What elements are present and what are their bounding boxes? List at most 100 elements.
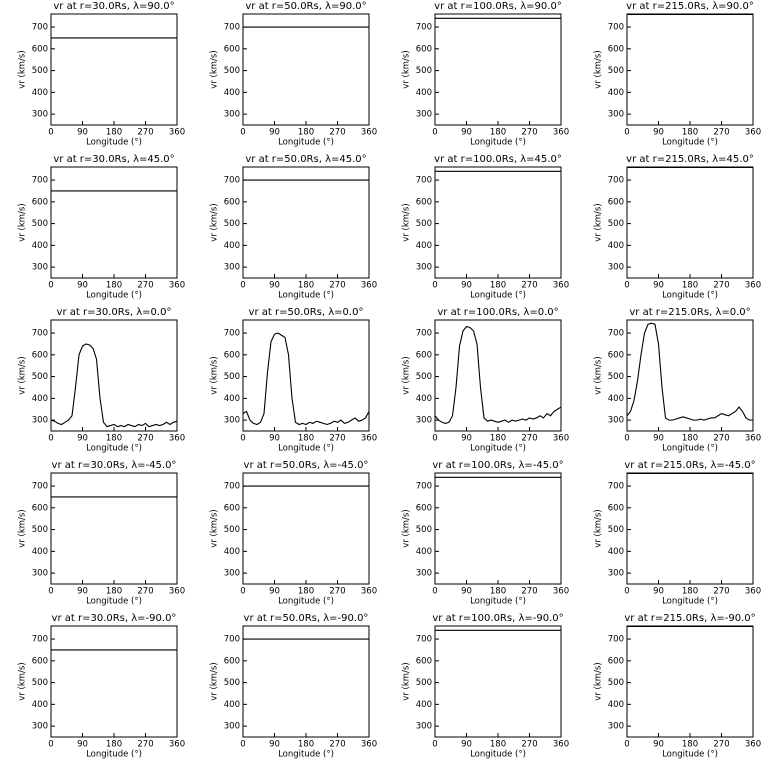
x-tick-label: 90 <box>461 740 472 750</box>
panel-title: vr at r=100.0Rs, λ=45.0° <box>434 154 562 165</box>
y-tick-label: 300 <box>32 569 48 579</box>
y-tick-label: 400 <box>32 88 48 98</box>
x-axis-label: Longitude (°) <box>662 138 718 148</box>
x-tick-label: 360 <box>553 281 569 291</box>
plot-frame <box>434 319 562 432</box>
x-axis-label: Longitude (°) <box>470 597 526 607</box>
x-tick-label: 90 <box>269 434 280 444</box>
y-tick-label: 600 <box>608 197 624 207</box>
y-tick-label: 400 <box>608 547 624 557</box>
y-axis-label: vr (km/s) <box>402 662 412 700</box>
panel: vr at r=30.0Rs, λ=0.0° 0 90 180 270 360 300 400… <box>18 307 186 454</box>
panel-title: vr at r=215.0Rs, λ=-90.0° <box>624 613 755 624</box>
x-tick-label: 180 <box>106 434 122 444</box>
y-tick-label: 300 <box>416 110 432 120</box>
panel: vr at r=50.0Rs, λ=-45.0° 0 90 180 270 360 300 4… <box>210 460 378 607</box>
plot-frame <box>50 319 178 432</box>
panel: vr at r=30.0Rs, λ=45.0° 0 90 180 270 360 300 40… <box>18 154 186 301</box>
x-tick-label: 90 <box>269 281 280 291</box>
y-tick-label: 400 <box>608 241 624 251</box>
x-tick-label: 270 <box>521 740 537 750</box>
y-tick-label: 400 <box>416 394 432 404</box>
panel: vr at r=50.0Rs, λ=90.0° 0 90 180 270 360 300 40… <box>210 1 378 148</box>
x-tick-label: 0 <box>240 587 245 597</box>
y-axis-label: vr (km/s) <box>594 509 604 547</box>
y-tick-label: 500 <box>32 219 48 229</box>
x-axis-label: Longitude (°) <box>662 597 718 607</box>
x-tick-label: 180 <box>298 434 314 444</box>
y-tick-label: 700 <box>416 482 432 492</box>
panel: vr at r=30.0Rs, λ=-45.0° 0 90 180 270 360 300 4… <box>18 460 186 607</box>
y-tick-label: 400 <box>608 88 624 98</box>
plot-frame <box>242 13 370 126</box>
x-tick-label: 270 <box>713 128 729 138</box>
x-tick-label: 270 <box>329 434 345 444</box>
y-tick-label: 600 <box>32 503 48 513</box>
y-tick-label: 700 <box>224 635 240 645</box>
x-tick-label: 0 <box>48 740 53 750</box>
x-tick-label: 90 <box>77 740 88 750</box>
panel-title: vr at r=30.0Rs, λ=-45.0° <box>52 460 177 471</box>
x-tick-label: 360 <box>553 434 569 444</box>
panel: vr at r=215.0Rs, λ=0.0° 0 90 180 270 360 300 40… <box>594 307 762 454</box>
x-axis-label: Longitude (°) <box>470 138 526 148</box>
y-tick-label: 700 <box>416 23 432 33</box>
y-axis-label: vr (km/s) <box>18 662 28 700</box>
x-tick-label: 0 <box>624 587 629 597</box>
y-tick-label: 600 <box>608 503 624 513</box>
plot-frame <box>242 166 370 279</box>
x-tick-label: 180 <box>298 281 314 291</box>
y-axis-label: vr (km/s) <box>18 203 28 241</box>
plot-frame <box>434 472 562 585</box>
y-axis-label: vr (km/s) <box>210 662 220 700</box>
x-axis-label: Longitude (°) <box>278 138 334 148</box>
y-tick-label: 400 <box>32 241 48 251</box>
x-tick-label: 0 <box>624 740 629 750</box>
y-tick-label: 700 <box>224 23 240 33</box>
x-tick-label: 0 <box>240 281 245 291</box>
panel: vr at r=100.0Rs, λ=45.0° 0 90 180 270 360 300 4… <box>402 154 570 301</box>
x-tick-label: 180 <box>106 281 122 291</box>
y-tick-label: 400 <box>224 394 240 404</box>
plot-frame <box>242 472 370 585</box>
x-tick-label: 180 <box>682 740 698 750</box>
y-tick-label: 400 <box>32 700 48 710</box>
x-tick-label: 180 <box>682 587 698 597</box>
x-tick-label: 0 <box>48 128 53 138</box>
x-tick-label: 270 <box>329 128 345 138</box>
x-tick-label: 0 <box>240 740 245 750</box>
x-axis-label: Longitude (°) <box>470 444 526 454</box>
y-tick-label: 300 <box>32 416 48 426</box>
x-tick-label: 360 <box>361 128 377 138</box>
x-tick-label: 180 <box>682 281 698 291</box>
panel: vr at r=50.0Rs, λ=0.0° 0 90 180 270 360 300 400… <box>210 307 378 454</box>
panel: vr at r=30.0Rs, λ=90.0° 0 90 180 270 360 300 40… <box>18 1 186 148</box>
y-tick-label: 600 <box>416 350 432 360</box>
y-axis-label: vr (km/s) <box>210 356 220 394</box>
x-tick-label: 360 <box>361 281 377 291</box>
x-tick-label: 360 <box>745 434 761 444</box>
y-tick-label: 400 <box>416 241 432 251</box>
y-tick-label: 700 <box>224 176 240 186</box>
panel: vr at r=50.0Rs, λ=45.0° 0 90 180 270 360 300 40… <box>210 154 378 301</box>
y-tick-label: 400 <box>608 394 624 404</box>
panel-title: vr at r=30.0Rs, λ=90.0° <box>53 1 174 12</box>
x-axis-label: Longitude (°) <box>86 444 142 454</box>
x-tick-label: 270 <box>137 128 153 138</box>
y-tick-label: 500 <box>416 525 432 535</box>
plot-frame <box>434 166 562 279</box>
plot-frame <box>50 166 178 279</box>
x-tick-label: 270 <box>713 587 729 597</box>
x-tick-label: 0 <box>432 434 437 444</box>
y-tick-label: 300 <box>416 263 432 273</box>
panel-title: vr at r=30.0Rs, λ=-90.0° <box>52 613 177 624</box>
x-tick-label: 360 <box>745 740 761 750</box>
x-tick-label: 0 <box>48 281 53 291</box>
x-tick-label: 90 <box>461 281 472 291</box>
data-line <box>434 325 562 424</box>
y-tick-label: 700 <box>224 329 240 339</box>
y-tick-label: 700 <box>32 23 48 33</box>
y-tick-label: 300 <box>608 722 624 732</box>
x-tick-label: 180 <box>106 587 122 597</box>
x-tick-label: 0 <box>624 281 629 291</box>
